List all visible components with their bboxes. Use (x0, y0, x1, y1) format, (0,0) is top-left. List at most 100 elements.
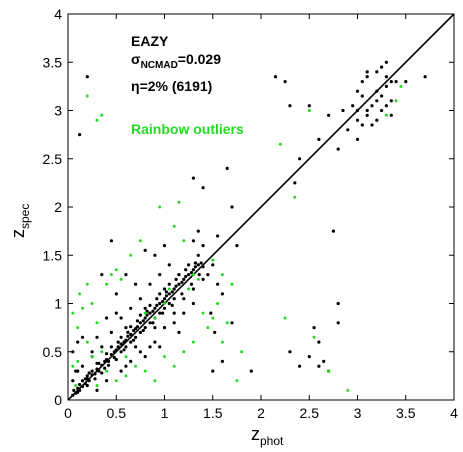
outlier-point (138, 239, 142, 243)
data-point (105, 352, 109, 356)
data-point (119, 350, 123, 354)
data-point (370, 104, 374, 108)
data-point (134, 345, 138, 349)
data-point (384, 84, 388, 88)
outlier-point (196, 277, 200, 281)
outlier-point (220, 340, 224, 344)
outlier-point (172, 364, 176, 368)
data-point (124, 326, 128, 330)
outlier-point (191, 273, 195, 277)
x-tick-label: 4 (450, 405, 458, 421)
outlier-point (124, 355, 128, 359)
data-point (76, 390, 80, 394)
data-point (230, 205, 234, 209)
data-point (155, 303, 159, 307)
outlier-point (211, 258, 215, 262)
data-point (134, 335, 138, 339)
data-point (307, 104, 311, 108)
x-tick-label: 2.5 (300, 405, 320, 421)
data-point (116, 340, 120, 344)
y-tick-label: 3.5 (43, 54, 63, 70)
outlier-point (143, 311, 147, 315)
data-point (370, 123, 374, 127)
data-point (355, 108, 360, 113)
data-point (97, 369, 101, 373)
data-point (375, 89, 379, 93)
outlier-point (158, 205, 162, 209)
outlier-point (114, 379, 118, 383)
data-point (167, 292, 171, 296)
data-point (100, 363, 104, 367)
method-label: EAZY (131, 33, 169, 49)
data-point (184, 274, 188, 279)
data-point (312, 326, 316, 330)
data-point (355, 89, 360, 93)
data-point (191, 287, 195, 291)
data-point (365, 108, 369, 113)
data-point (129, 359, 133, 363)
data-point (90, 373, 94, 377)
data-point (109, 353, 113, 357)
outlier-point (163, 355, 166, 359)
outlier-point (327, 369, 331, 373)
data-point (162, 244, 167, 248)
data-point (317, 340, 321, 344)
outlier-point (153, 316, 157, 320)
outlier-point (230, 282, 234, 286)
series-rainbow-outliers (71, 84, 403, 392)
data-point (119, 335, 123, 339)
data-point (153, 326, 157, 330)
outlier-point (312, 335, 316, 339)
outlier-point (85, 94, 89, 98)
data-point (153, 306, 157, 310)
data-point (189, 282, 194, 286)
axis-ticks: 0 0.5 1 1.5 2 2.5 3 3.5 4 0 0.5 1 1.5 2 2.5 3 3.5 4 (43, 6, 459, 421)
data-point (141, 319, 145, 323)
outlier-point (85, 282, 89, 286)
y-tick-label: 4 (54, 6, 62, 22)
data-point (71, 379, 75, 383)
outlier-point (74, 384, 78, 387)
data-points (71, 60, 427, 397)
data-point (317, 137, 321, 141)
data-point (283, 80, 287, 84)
data-point (209, 311, 213, 315)
data-point (327, 113, 331, 117)
data-point (196, 229, 200, 233)
data-point (119, 316, 123, 320)
data-point (78, 383, 82, 387)
outlier-point (177, 200, 181, 204)
data-point (213, 330, 217, 334)
x-axis-title-main: z (251, 424, 260, 444)
data-point (126, 334, 130, 338)
data-point (143, 326, 147, 330)
data-point (172, 287, 176, 291)
data-point (148, 321, 152, 325)
outlier-point (307, 109, 311, 112)
data-point (143, 355, 147, 359)
outlier-point (225, 321, 229, 325)
data-point (211, 369, 215, 373)
data-point (196, 263, 200, 267)
data-point (211, 263, 215, 267)
eta-value: =2% (6191) (140, 78, 213, 94)
data-point (138, 313, 142, 317)
data-point (182, 297, 186, 301)
data-point (134, 282, 138, 286)
y-tick-label: 2 (54, 199, 62, 215)
data-point (95, 388, 99, 392)
x-tick-label: 3.5 (396, 405, 416, 421)
reference-line-group (67, 13, 455, 401)
data-point (87, 371, 91, 375)
data-point (151, 321, 155, 325)
data-point (112, 355, 116, 360)
outlier-point (172, 224, 176, 228)
data-point (167, 282, 171, 286)
x-tick-label: 3 (354, 405, 362, 421)
data-point (106, 363, 111, 367)
outlier-point (235, 379, 239, 383)
data-point (293, 181, 297, 185)
data-point (164, 294, 168, 298)
data-point (87, 379, 91, 383)
data-point (174, 284, 178, 288)
